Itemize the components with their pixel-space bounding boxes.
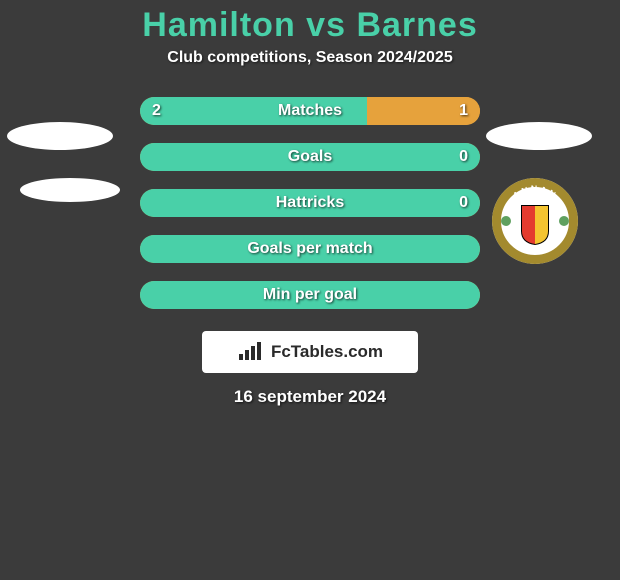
brand-icon — [237, 342, 265, 362]
stat-row: Matches 2 1 — [140, 97, 480, 125]
stat-label: Goals per match — [247, 240, 372, 258]
stat-row: Hattricks 0 — [140, 189, 480, 217]
stat-value-right: 0 — [459, 148, 468, 166]
stat-value-right: 0 — [459, 194, 468, 212]
stat-label: Matches — [278, 102, 342, 120]
stat-value-right: 1 — [459, 102, 468, 120]
stat-row: Goals per match — [140, 235, 480, 263]
left-team-oval-2 — [20, 178, 120, 202]
stat-row: Goals 0 — [140, 143, 480, 171]
stat-row: Min per goal — [140, 281, 480, 309]
page-title: Hamilton vs Barnes — [0, 6, 620, 45]
crest-svg: ANNAN ATHLETIC — [492, 178, 578, 264]
brand-box: FcTables.com — [202, 331, 418, 373]
title-right: Barnes — [356, 6, 477, 44]
title-vs: vs — [306, 6, 346, 44]
club-crest: ANNAN ATHLETIC — [492, 178, 578, 264]
brand-text: FcTables.com — [271, 342, 383, 362]
stat-value-left: 2 — [152, 102, 161, 120]
stat-label: Goals — [288, 148, 332, 166]
stat-label: Hattricks — [276, 194, 344, 212]
title-left: Hamilton — [142, 6, 295, 44]
left-team-oval — [7, 122, 113, 150]
date-text: 16 september 2024 — [0, 387, 620, 407]
right-team-oval — [486, 122, 592, 150]
subtitle: Club competitions, Season 2024/2025 — [0, 49, 620, 67]
stat-label: Min per goal — [263, 286, 357, 304]
